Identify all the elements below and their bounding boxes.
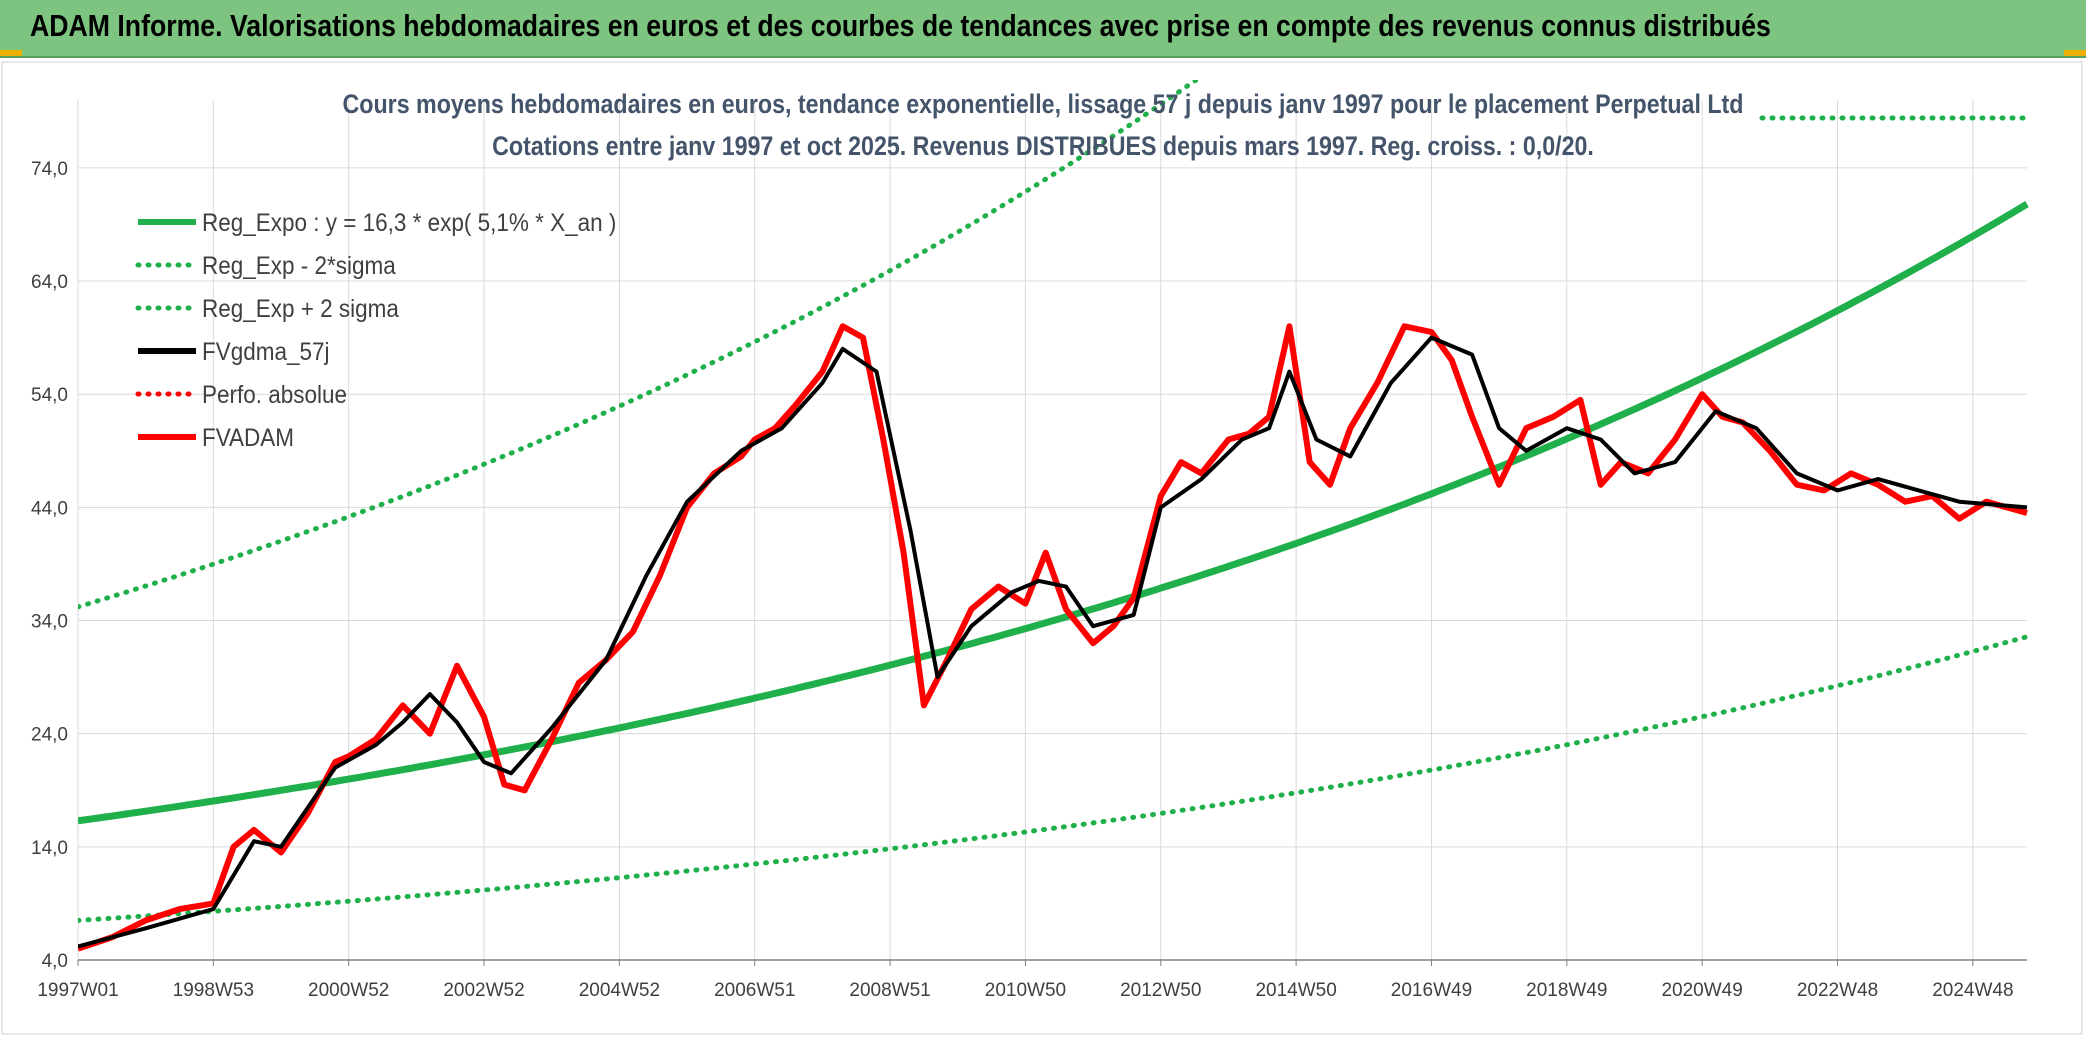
x-tick-label: 2002W52 <box>443 980 524 1001</box>
legend-label: FVgdma_57j <box>202 338 329 366</box>
legend-label: Reg_Exp - 2*sigma <box>202 252 396 280</box>
legend-item: FVADAM <box>138 424 294 452</box>
series-reg-expo <box>78 201 2029 825</box>
report-title: ADAM Informe. Valorisations hebdomadaire… <box>30 8 1771 43</box>
y-tick-label: 24,0 <box>31 725 68 746</box>
legend-item: Perfo. absolue <box>135 381 347 409</box>
chart-title: Cours moyens hebdomadaires en euros, ten… <box>343 89 1744 119</box>
x-tick-label: 2022W48 <box>1797 980 1878 1001</box>
chart-area <box>1 61 2083 1035</box>
x-tick-label: 2008W51 <box>849 980 930 1001</box>
legend-label: Reg_Exp + 2 sigma <box>202 295 400 323</box>
series-fvgdma_57j <box>78 335 2028 949</box>
corner-mark-right <box>2064 50 2086 56</box>
chart-subtitle: Cotations entre janv 1997 et oct 2025. R… <box>492 131 1594 161</box>
x-tick-label: 2010W50 <box>985 980 1066 1001</box>
legend-item: Reg_Exp + 2 sigma <box>135 295 400 323</box>
legend-item: Reg_Exp - 2*sigma <box>135 252 396 280</box>
series-reg-exp-plus-2sigma <box>78 80 1201 610</box>
x-tick-label: 2018W49 <box>1526 980 1607 1001</box>
legend-label: Reg_Expo : y = 16,3 * exp( 5,1% * X_an ) <box>202 209 616 237</box>
axis-labels: 74,0 64,0 54,0 44,0 34,0 24,0 14,0 4,0 1997W01 19… <box>31 159 2014 1001</box>
grid <box>77 100 2027 966</box>
legend-item: FVgdma_57j <box>138 338 329 366</box>
x-tick-label: 1998W53 <box>173 980 254 1001</box>
legend: Reg_Expo : y = 16,3 * exp( 5,1% * X_an )… <box>135 209 616 452</box>
y-tick-label: 64,0 <box>31 272 68 293</box>
legend-label: Perfo. absolue <box>202 381 347 409</box>
x-tick-label: 2012W50 <box>1120 980 1201 1001</box>
x-tick-label: 2016W49 <box>1391 980 1472 1001</box>
series-fvadam <box>78 323 2028 952</box>
y-tick-label: 74,0 <box>31 159 68 180</box>
y-tick-label: 4,0 <box>42 951 68 972</box>
x-tick-label: 2004W52 <box>579 980 660 1001</box>
header-banner: ADAM Informe. Valorisations hebdomadaire… <box>0 0 2086 58</box>
series-layer <box>78 80 2029 952</box>
series-reg-exp-minus-2sigma <box>78 634 2029 923</box>
x-tick-label: 2014W50 <box>1255 980 1336 1001</box>
y-tick-label: 34,0 <box>31 612 68 633</box>
x-tick-label: 2006W51 <box>714 980 795 1001</box>
x-tick-label: 1997W01 <box>37 980 118 1001</box>
y-tick-label: 14,0 <box>31 838 68 859</box>
legend-label: FVADAM <box>202 424 294 452</box>
corner-mark-left <box>0 50 22 56</box>
legend-item: Reg_Expo : y = 16,3 * exp( 5,1% * X_an ) <box>138 209 616 237</box>
y-tick-label: 44,0 <box>31 498 68 519</box>
x-tick-label: 2024W48 <box>1932 980 2013 1001</box>
x-tick-label: 2000W52 <box>308 980 389 1001</box>
x-tick-label: 2020W49 <box>1661 980 1742 1001</box>
y-tick-label: 54,0 <box>31 385 68 406</box>
